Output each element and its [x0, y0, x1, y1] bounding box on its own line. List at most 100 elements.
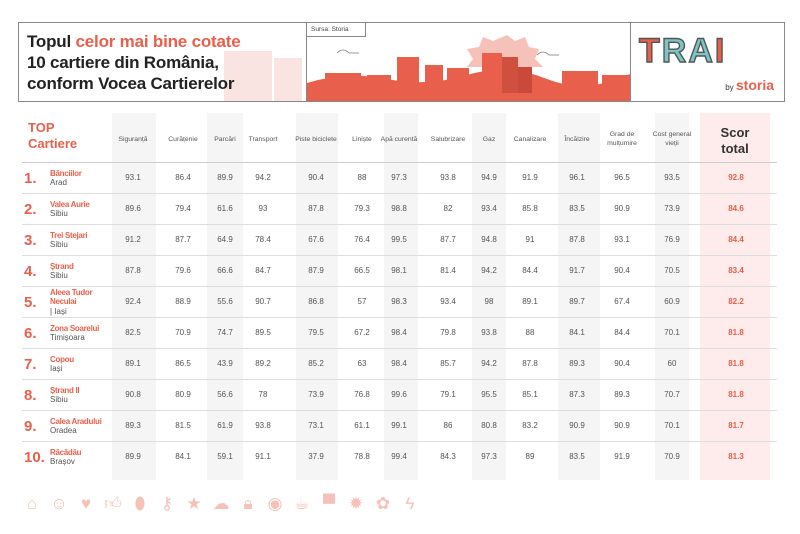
score-cell: 82.2: [728, 297, 744, 306]
column-header: Apă curentă: [380, 135, 418, 143]
neighborhood-name: Valea Aurie Sibiu: [50, 199, 90, 219]
table-cell: 76.9: [664, 235, 680, 244]
table-cell: 94.2: [255, 173, 271, 182]
table-cell: 99.6: [391, 390, 407, 399]
table-cell: 70.7: [664, 390, 680, 399]
table-cell: 56.6: [217, 390, 233, 399]
table-cell: 76.8: [354, 390, 370, 399]
table-cell: 91.7: [569, 266, 585, 275]
table-cell: 90.4: [614, 359, 630, 368]
table-cell: 93.1: [125, 173, 141, 182]
table-cell: 88.9: [175, 297, 191, 306]
table-cell: 59.1: [217, 452, 233, 461]
table-cell: 70.9: [175, 328, 191, 337]
divider: [22, 441, 777, 442]
table-cell: 90.9: [569, 421, 585, 430]
table-cell: 82.5: [125, 328, 141, 337]
column-shade: [384, 113, 418, 480]
table-cell: 98.1: [391, 266, 407, 275]
table-cell: 83.5: [569, 452, 585, 461]
divider: [22, 410, 777, 411]
neighborhood-name: Aleea Tudor Neculai | Iași: [50, 287, 93, 316]
rank: 4.: [24, 262, 37, 280]
table-cell: 93.8: [481, 328, 497, 337]
table-cell: 98: [484, 297, 494, 306]
divider: [22, 224, 777, 225]
table-cell: 98.8: [391, 204, 407, 213]
thumbs-up-icon: 👍︎: [104, 494, 122, 513]
table-cell: 91.2: [125, 235, 141, 244]
table-cell: 85.2: [308, 359, 324, 368]
table-cell: 85.8: [522, 204, 538, 213]
table-cell: 37.9: [308, 452, 324, 461]
table-cell: 97.3: [391, 173, 407, 182]
column-header: Canalizare: [513, 135, 547, 143]
table-cell: 89.3: [569, 359, 585, 368]
table-cell: 95.5: [481, 390, 497, 399]
table-cell: 84.3: [440, 452, 456, 461]
building-silhouette: [274, 58, 302, 101]
table-cell: 98.3: [391, 297, 407, 306]
table-cell: 84.1: [569, 328, 585, 337]
table-cell: 79.4: [175, 204, 191, 213]
table-cell: 73.9: [664, 204, 680, 213]
table-cell: 97.3: [481, 452, 497, 461]
city-illustration: Sursa: Storia: [306, 23, 631, 101]
table-cell: 83.5: [569, 204, 585, 213]
table-cell: 90.7: [255, 297, 271, 306]
table-cell: 93.5: [664, 173, 680, 182]
table-cell: 87.8: [308, 204, 324, 213]
table-cell: 94.2: [481, 359, 497, 368]
table-cell: 43.9: [217, 359, 233, 368]
divider: [22, 255, 777, 256]
rank: 2.: [24, 200, 37, 218]
table-cell: 79.6: [175, 266, 191, 275]
table-cell: 63: [357, 359, 367, 368]
table-cell: 84.4: [522, 266, 538, 275]
rank: 3.: [24, 231, 37, 249]
table-cell: 61.6: [217, 204, 233, 213]
table-cell: 90.9: [614, 421, 630, 430]
divider: [22, 379, 777, 380]
score-cell: 81.3: [728, 452, 744, 461]
table-cell: 87.3: [569, 390, 585, 399]
cloud-icon: ☁: [212, 494, 230, 513]
smiley-icon: ☺: [50, 494, 68, 513]
table-cell: 93: [258, 204, 268, 213]
sun-icon: ✹: [348, 494, 364, 513]
table-cell: 79.3: [354, 204, 370, 213]
table-cell: 74.7: [217, 328, 233, 337]
table-cell: 70.9: [664, 452, 680, 461]
table-cell: 99.1: [391, 421, 407, 430]
column-header: Cost general vieții: [652, 131, 692, 147]
table-cell: 89.6: [125, 204, 141, 213]
column-header: Piste biciclete: [295, 135, 337, 143]
speech-bubble-icon: ▀: [322, 494, 336, 513]
table-cell: 90.4: [308, 173, 324, 182]
table-cell: 70.1: [664, 328, 680, 337]
column-header: Curățenie: [168, 135, 198, 143]
table-cell: 87.7: [175, 235, 191, 244]
column-header: Parcări: [214, 135, 236, 143]
table-cell: 81.5: [175, 421, 191, 430]
column-shade: [655, 113, 689, 480]
neighborhood-name: Bănciilor Arad: [50, 168, 82, 188]
table-cell: 64.9: [217, 235, 233, 244]
table-cell: 57: [357, 297, 367, 306]
table-cell: 84.4: [614, 328, 630, 337]
flower-icon: ✿: [375, 494, 391, 513]
table-cell: 94.9: [481, 173, 497, 182]
table-cell: 82: [443, 204, 453, 213]
neighborhood-name: Trei Stejari Sibiu: [50, 230, 88, 250]
table-cell: 79.8: [440, 328, 456, 337]
star-icon: ★: [186, 494, 202, 513]
key-icon: ⚷: [160, 494, 174, 513]
table-cell: 80.9: [175, 390, 191, 399]
table-cell: 93.1: [614, 235, 630, 244]
table-cell: 89.5: [255, 328, 271, 337]
table-cell: 86.4: [175, 173, 191, 182]
table-cell: 90.4: [614, 266, 630, 275]
table-cell: 89.1: [125, 359, 141, 368]
table-cell: 66.6: [217, 266, 233, 275]
